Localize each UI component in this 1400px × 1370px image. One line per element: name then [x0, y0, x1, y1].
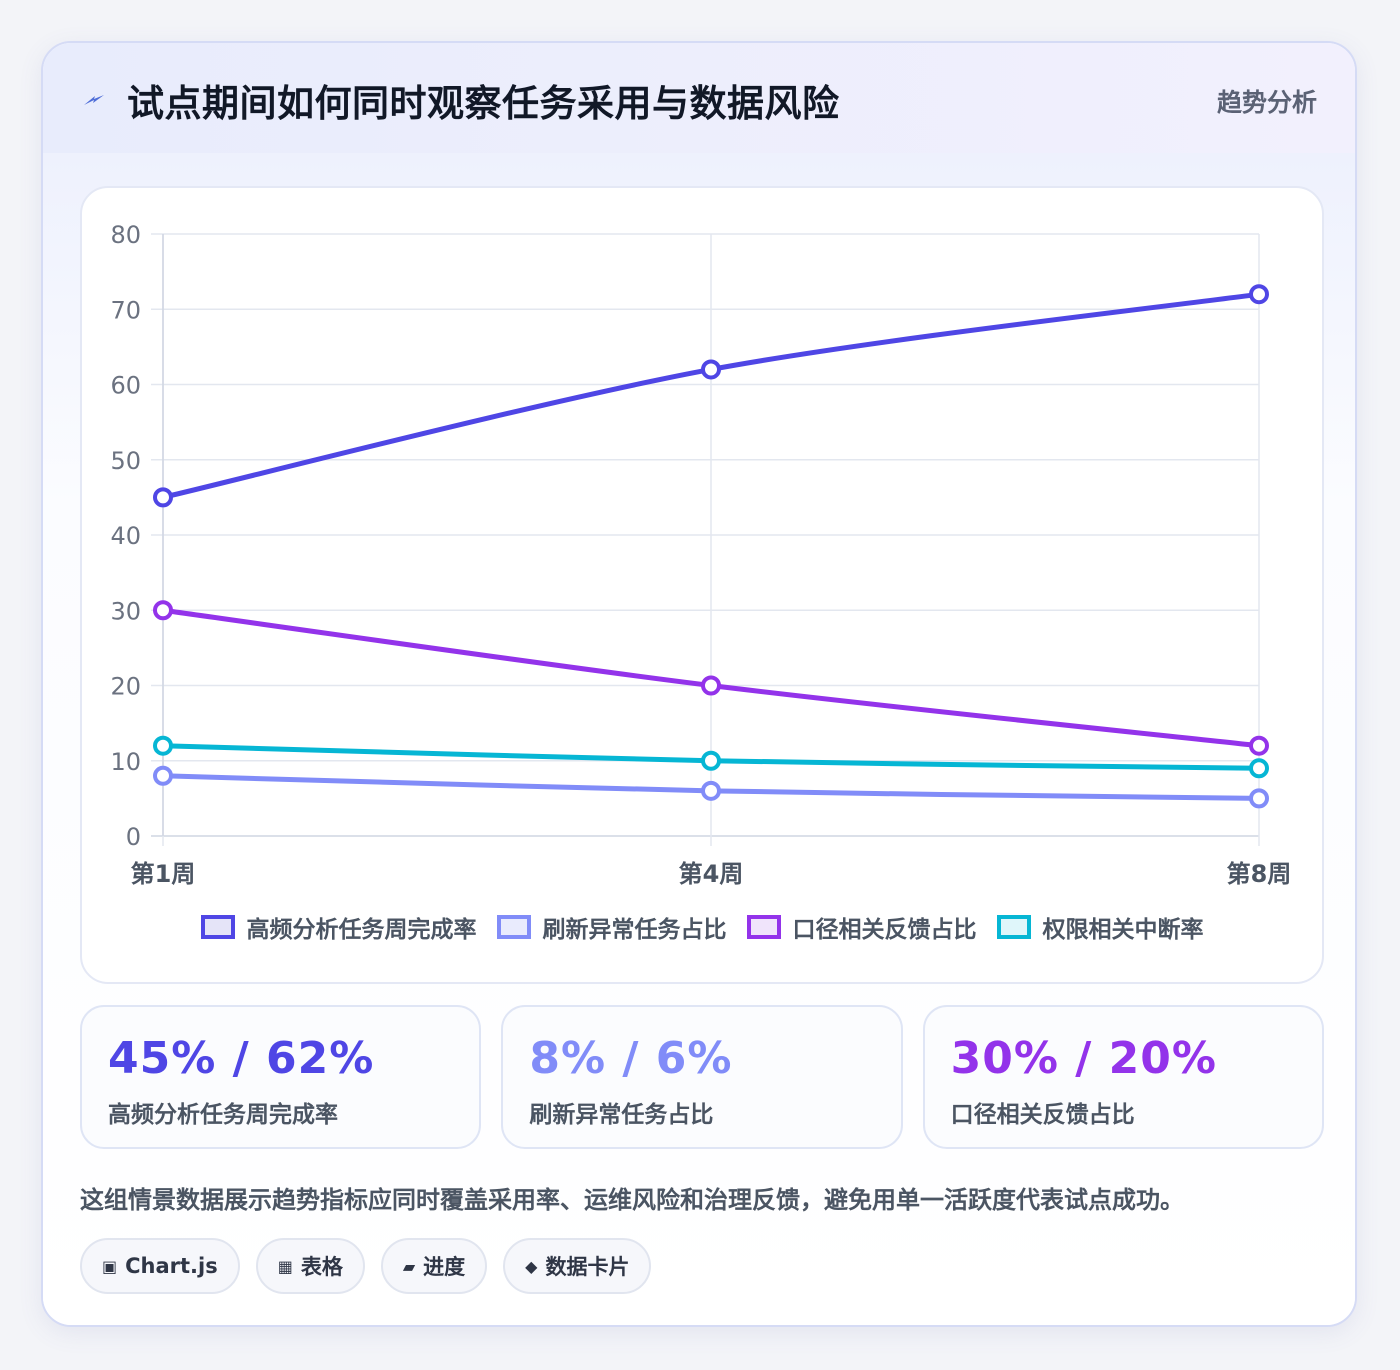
y-tick-label: 40: [110, 522, 141, 550]
legend-item[interactable]: 权限相关中断率: [996, 910, 1204, 944]
chip-1[interactable]: ▣ Chart.js: [80, 1238, 240, 1294]
chip-label: 表格: [300, 1255, 343, 1279]
stat-label: 口径相关反馈占比: [950, 1102, 1135, 1128]
data-point[interactable]: [1249, 735, 1269, 756]
data-point[interactable]: [701, 675, 721, 696]
chip-label: Chart.js: [125, 1254, 218, 1278]
y-tick-label: 80: [110, 221, 141, 249]
y-tick-label: 60: [110, 372, 141, 400]
x-tick-label: 第4周: [679, 860, 744, 888]
page-title: 试点期间如何同时观察任务采用与数据风险: [127, 82, 840, 125]
data-point[interactable]: [153, 600, 173, 621]
y-tick-label: 30: [110, 597, 141, 625]
data-point[interactable]: [701, 359, 721, 380]
data-point[interactable]: [153, 765, 173, 786]
legend-label: 刷新异常任务占比: [542, 917, 727, 943]
stat-value: 45% / 62%: [108, 1033, 375, 1084]
data-point[interactable]: [153, 487, 173, 508]
legend-swatch: [496, 915, 531, 939]
data-point[interactable]: [1249, 758, 1269, 779]
chip-2[interactable]: ▦ 表格: [255, 1238, 365, 1294]
legend-swatch: [996, 915, 1031, 939]
y-tick-label: 10: [110, 748, 141, 776]
y-tick-label: 20: [110, 673, 141, 701]
legend-label: 高频分析任务周完成率: [246, 917, 477, 943]
x-tick-label: 第1周: [131, 860, 196, 888]
chip-4[interactable]: ◆ 数据卡片: [503, 1238, 652, 1294]
legend-swatch: [200, 915, 235, 939]
data-point[interactable]: [701, 780, 721, 801]
y-tick-label: 0: [126, 823, 141, 851]
lightning-icon: [84, 95, 104, 105]
footnote: 这组情景数据展示趋势指标应同时覆盖采用率、运维风险和治理反馈，避免用单一活跃度代…: [80, 1186, 1184, 1214]
chip-3[interactable]: ▰ 进度: [380, 1238, 488, 1294]
x-tick-label: 第8周: [1227, 860, 1292, 888]
legend-item[interactable]: 刷新异常任务占比: [496, 910, 727, 944]
legend-item[interactable]: 口径相关反馈占比: [746, 910, 977, 944]
header-tag: 趋势分析: [1216, 88, 1317, 117]
legend-item[interactable]: 高频分析任务周完成率: [200, 910, 477, 944]
data-point[interactable]: [153, 735, 173, 756]
legend-label: 口径相关反馈占比: [792, 917, 977, 943]
card-icon: ◆: [525, 1256, 538, 1276]
stat-label: 刷新异常任务占比: [529, 1102, 714, 1128]
table-icon: ▦: [277, 1256, 293, 1276]
data-point[interactable]: [701, 750, 721, 771]
chart-legend: 高频分析任务周完成率 刷新异常任务占比 口径相关反馈占比 权限相关中断率: [82, 910, 1322, 944]
stat-value: 30% / 20%: [950, 1033, 1217, 1084]
legend-label: 权限相关中断率: [1042, 917, 1204, 943]
chart-panel: 0 10 20 30 40 50 60 70 80 第1周 第4周 第8周 高频分析任务周完成率 刷新异…: [80, 186, 1324, 984]
progress-icon: ▰: [402, 1256, 416, 1276]
report-card: 试点期间如何同时观察任务采用与数据风险 趋势分析 0 10 20 30 40 50 60 70…: [41, 41, 1357, 1327]
chip-label: 数据卡片: [545, 1255, 630, 1279]
stat-cards: 45% / 62% 高频分析任务周完成率 8% / 6% 刷新异常任务占比 30% / …: [80, 1005, 1324, 1149]
chip-label: 进度: [423, 1255, 466, 1279]
legend-swatch: [746, 915, 781, 939]
y-tick-label: 50: [110, 447, 141, 475]
chart-icon: ▣: [102, 1256, 118, 1276]
stat-label: 高频分析任务周完成率: [108, 1102, 338, 1128]
y-tick-label: 70: [110, 296, 141, 324]
feature-chips: ▣ Chart.js ▦ 表格 ▰ 进度 ◆ 数据卡片: [80, 1238, 652, 1294]
data-point[interactable]: [1249, 284, 1269, 305]
stat-value: 8% / 6%: [529, 1033, 733, 1084]
card-header: 试点期间如何同时观察任务采用与数据风险 趋势分析: [43, 43, 1355, 154]
stat-card: 45% / 62% 高频分析任务周完成率: [80, 1005, 482, 1149]
line-chart: 0 10 20 30 40 50 60 70 80 第1周 第4周 第8周: [110, 221, 1292, 888]
data-point[interactable]: [1249, 788, 1269, 809]
stat-card: 8% / 6% 刷新异常任务占比: [501, 1005, 903, 1149]
stat-card: 30% / 20% 口径相关反馈占比: [922, 1005, 1324, 1149]
